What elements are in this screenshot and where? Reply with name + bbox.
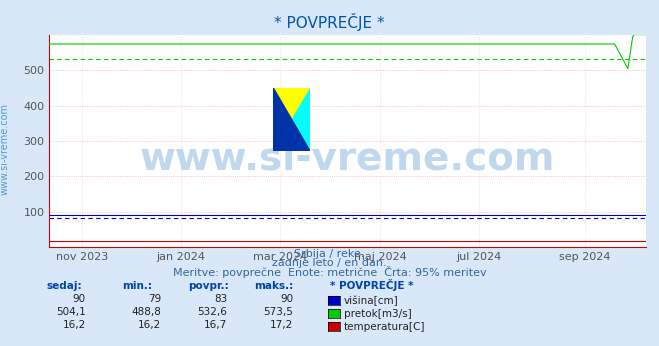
- Text: 79: 79: [148, 294, 161, 304]
- Text: povpr.:: povpr.:: [188, 281, 229, 291]
- Text: * POVPREČJE *: * POVPREČJE *: [330, 279, 413, 291]
- Text: 16,2: 16,2: [138, 320, 161, 330]
- Text: 90: 90: [280, 294, 293, 304]
- Polygon shape: [273, 88, 310, 151]
- Text: 83: 83: [214, 294, 227, 304]
- Text: višina[cm]: višina[cm]: [344, 296, 399, 306]
- Text: * POVPREČJE *: * POVPREČJE *: [274, 13, 385, 31]
- Text: Meritve: povprečne  Enote: metrične  Črta: 95% meritev: Meritve: povprečne Enote: metrične Črta:…: [173, 266, 486, 277]
- Text: maks.:: maks.:: [254, 281, 293, 291]
- Text: 504,1: 504,1: [56, 307, 86, 317]
- Polygon shape: [273, 88, 310, 151]
- Text: www.si-vreme.com: www.si-vreme.com: [140, 139, 556, 177]
- Text: 488,8: 488,8: [132, 307, 161, 317]
- Polygon shape: [273, 88, 310, 151]
- Text: pretok[m3/s]: pretok[m3/s]: [344, 309, 412, 319]
- Text: 573,5: 573,5: [264, 307, 293, 317]
- Text: 532,6: 532,6: [198, 307, 227, 317]
- Text: temperatura[C]: temperatura[C]: [344, 322, 426, 332]
- Text: Srbija / reke.: Srbija / reke.: [295, 249, 364, 259]
- Text: 90: 90: [72, 294, 86, 304]
- Text: 16,2: 16,2: [63, 320, 86, 330]
- Text: zadnje leto / en dan.: zadnje leto / en dan.: [272, 258, 387, 268]
- Text: sedaj:: sedaj:: [46, 281, 82, 291]
- Text: 17,2: 17,2: [270, 320, 293, 330]
- Text: min.:: min.:: [122, 281, 152, 291]
- Text: 16,7: 16,7: [204, 320, 227, 330]
- Text: www.si-vreme.com: www.si-vreme.com: [0, 103, 10, 195]
